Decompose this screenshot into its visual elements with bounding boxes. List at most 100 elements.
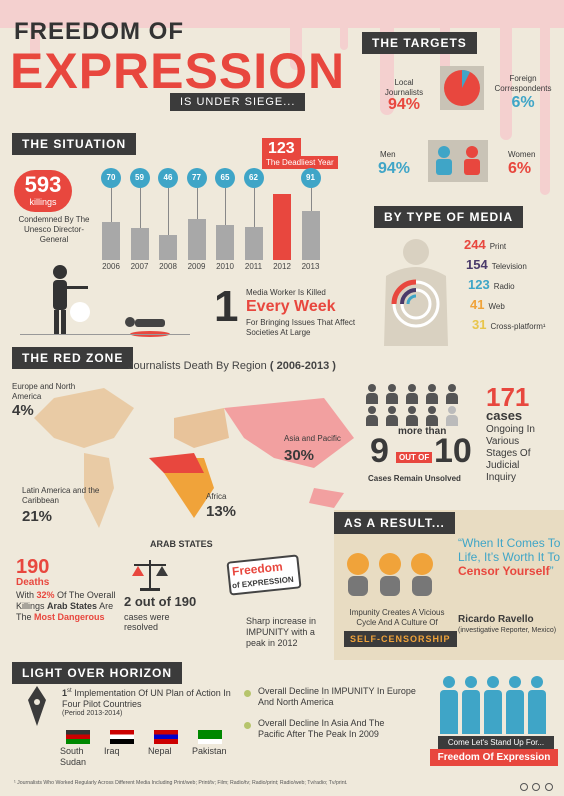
world-map — [34, 388, 354, 528]
chart-bar-2013 — [301, 211, 320, 260]
chart-bar-2011 — [244, 226, 263, 260]
targets-local-value: 94% — [387, 96, 421, 113]
media-value: 244 — [464, 237, 486, 252]
arab-desc-mid: Of The Overall Killings — [16, 590, 116, 611]
arab-desc-are: Are The — [16, 601, 114, 622]
media-item: 244 Print — [464, 236, 506, 254]
out-of: OUT OF — [396, 452, 433, 463]
crowd-person-icon — [462, 676, 480, 734]
chart-value-2010: 65 — [215, 168, 235, 188]
chart-year-2006: 2006 — [102, 262, 120, 271]
crowd-person-icon — [440, 676, 458, 734]
every-week-post: For Bringing Issues That Affect Societie… — [246, 318, 356, 337]
country-name: Nepal — [148, 746, 172, 756]
first-number: 1 — [62, 688, 68, 698]
country-name: Iraq — [104, 746, 120, 756]
drip — [30, 0, 40, 60]
map-title-years: ( 2006-2013 ) — [269, 360, 336, 372]
resolved-big: 2 out of 190 — [124, 594, 197, 609]
license-icons — [520, 778, 556, 791]
flag-icon — [198, 730, 222, 744]
targets-local-label: Local Journalists — [384, 78, 424, 97]
person-icon — [386, 406, 398, 426]
chart-bar-2006 — [102, 222, 120, 260]
killings-label: killings — [29, 197, 57, 207]
quote-pre: “When It Comes To Life, It’s Worth It To — [458, 536, 561, 564]
crowd-person-icon — [484, 676, 502, 734]
media-label: Cross-platform¹ — [490, 322, 546, 331]
targets-women-label: Women — [508, 150, 536, 159]
horizon-heading: LIGHT OVER HORIZON — [12, 662, 182, 684]
targets-pie-icon — [440, 66, 484, 110]
crowd-person-icon — [528, 676, 546, 734]
redzone-heading: THE RED ZONE — [12, 347, 134, 369]
crowd-person-icon — [506, 676, 524, 734]
person-icon — [406, 384, 418, 404]
flag-icon — [110, 730, 134, 744]
arab-deaths-label: Deaths — [16, 577, 50, 588]
countries: South Sudan Iraq Nepal Pakistan — [60, 730, 240, 770]
every-week-number: 1 — [214, 282, 239, 331]
victim-illustration — [20, 265, 190, 337]
chart-leader-2006 — [111, 188, 112, 223]
drip — [340, 0, 348, 50]
africa-value: 13% — [206, 503, 237, 520]
media-label: Web — [488, 302, 505, 311]
cases-label: cases — [486, 408, 523, 423]
chart-value-2009: 77 — [186, 168, 207, 188]
decline2-bullet — [244, 722, 251, 729]
chart-leader-2011 — [253, 188, 255, 227]
africa-label: Africa — [206, 492, 227, 501]
people-grid — [366, 384, 476, 434]
drip — [500, 0, 512, 140]
chart-year-2007: 2007 — [130, 262, 149, 271]
map-title-text: Journalists Death By Region — [128, 360, 267, 372]
decline1-bullet — [244, 690, 251, 697]
killings-number: 593 — [24, 172, 62, 197]
targets-women-value: 6% — [508, 160, 532, 177]
stand-up: Come Let's Stand Up For... — [438, 736, 554, 749]
arab-desc-pct: 32% — [36, 590, 55, 600]
quote-author-role: (investigative Reporter, Mexico) — [458, 627, 557, 634]
media-heading: BY TYPE OF MEDIA — [374, 206, 524, 228]
chart-bar-2007 — [130, 228, 149, 260]
arab-desc: With 32% Of The Overall Killings Arab St… — [16, 590, 116, 623]
self-censorship: SELF-CENSORSHIP — [344, 631, 457, 647]
deadliest-number: 123 — [262, 138, 301, 160]
drip — [380, 0, 394, 115]
three-monkeys-icon — [347, 553, 433, 596]
person-icon — [406, 406, 418, 426]
quote-end: ” — [549, 564, 554, 578]
drip — [540, 0, 550, 195]
arab-desc-red: Most Dangerous — [34, 612, 105, 622]
chart-year-2008: 2008 — [159, 262, 177, 271]
media-item: 123 Radio — [468, 276, 515, 294]
media-value: 31 — [472, 317, 487, 332]
flag-icon — [66, 730, 90, 744]
chart-bar-2008 — [159, 235, 177, 260]
scales-icon — [132, 560, 168, 591]
targets-men-value: 94% — [378, 160, 411, 177]
asia-label: Asia and Pacific — [284, 434, 341, 443]
situation-heading: THE SITUATION — [12, 133, 137, 155]
person-icon — [446, 384, 458, 404]
footnote: ¹ Journalists Who Worked Regularly Acros… — [14, 780, 348, 786]
freedom-banner: Freedom Of Expression — [430, 749, 558, 766]
chart-bar-2010 — [216, 225, 234, 260]
media-item: 41 Web — [470, 296, 505, 314]
person-icon — [366, 384, 378, 404]
chart-value-2008: 46 — [158, 168, 178, 188]
cases-number: 171 — [486, 382, 530, 412]
targets-foreign-value: 6% — [511, 94, 535, 111]
chart-leader-2007 — [139, 188, 141, 229]
more-than: more than — [398, 426, 447, 437]
condemned-text: Condemned By The Unesco Director-General — [18, 215, 90, 244]
cases-desc: Ongoing In Various Stages Of Judicial In… — [486, 424, 535, 483]
impunity-desc: Impunity Creates A Vicious Cycle And A C… — [349, 608, 445, 627]
latam-label: Latin America and the Caribbean — [22, 486, 100, 505]
targets-people-icon — [428, 140, 488, 182]
implementation: 1st Implementation Of UN Plan of Action … — [62, 686, 238, 710]
chart-leader-2013 — [310, 188, 312, 211]
chart-year-2010: 2010 — [216, 262, 234, 271]
chart-year-2009: 2009 — [187, 262, 206, 271]
